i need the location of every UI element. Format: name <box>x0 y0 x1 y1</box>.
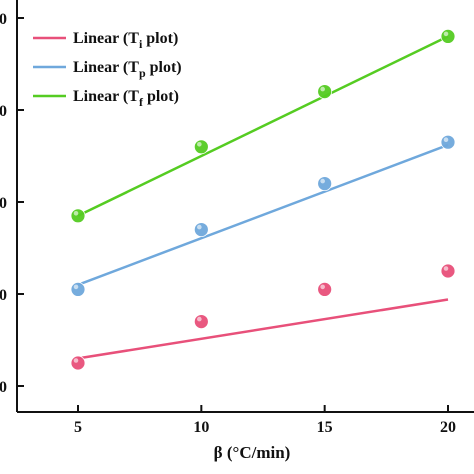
y-tick-label: 0 <box>0 379 7 396</box>
y-tick-label: 0 <box>0 195 7 212</box>
y-tick-label: 0 <box>0 11 7 28</box>
data-point <box>440 263 456 279</box>
legend-label: Linear (Tf plot) <box>73 88 179 109</box>
data-point-highlight <box>320 86 325 92</box>
y-tick-label: 0 <box>0 103 7 120</box>
fit-line-f <box>77 35 449 217</box>
x-tick-label: 5 <box>74 419 82 436</box>
x-ticks: 5 10 15 20 <box>74 405 456 436</box>
data-point <box>317 84 333 99</box>
legend-label: Linear (Ti plot) <box>73 30 178 51</box>
data-point <box>317 176 333 192</box>
fit-line-p <box>77 143 449 286</box>
data-point-highlight <box>320 178 325 184</box>
legend: Linear (Ti plot) Linear (Tp plot) Linear (… <box>33 30 182 109</box>
data-point <box>440 134 456 150</box>
legend-label: Linear (Tp plot) <box>73 59 182 80</box>
x-axis-title: β (°C/min) <box>214 443 291 462</box>
data-point <box>70 208 86 224</box>
data-point-highlight <box>197 316 202 322</box>
fit-lines <box>77 35 449 360</box>
data-point-highlight <box>197 142 202 147</box>
data-point <box>193 222 209 238</box>
data-point-highlight <box>443 31 449 37</box>
data-markers <box>70 29 456 371</box>
x-tick-label: 20 <box>440 419 456 436</box>
x-tick-label: 15 <box>317 419 333 436</box>
data-point-highlight <box>320 284 325 290</box>
data-point <box>317 281 333 297</box>
data-point-highlight <box>73 358 79 363</box>
data-point <box>193 139 209 155</box>
y-tick-label: 0 <box>0 287 7 304</box>
data-point-highlight <box>443 266 449 271</box>
data-point <box>193 314 209 330</box>
data-point-highlight <box>73 211 79 216</box>
data-point-highlight <box>197 224 202 230</box>
y-ticks: 0 0 0 0 0 <box>0 11 24 396</box>
data-point <box>70 355 86 371</box>
x-tick-label: 10 <box>193 419 209 436</box>
data-point-highlight <box>73 284 79 290</box>
data-point-highlight <box>443 137 449 142</box>
data-point <box>70 281 86 297</box>
data-point <box>440 29 456 44</box>
fit-line-i <box>77 298 449 360</box>
